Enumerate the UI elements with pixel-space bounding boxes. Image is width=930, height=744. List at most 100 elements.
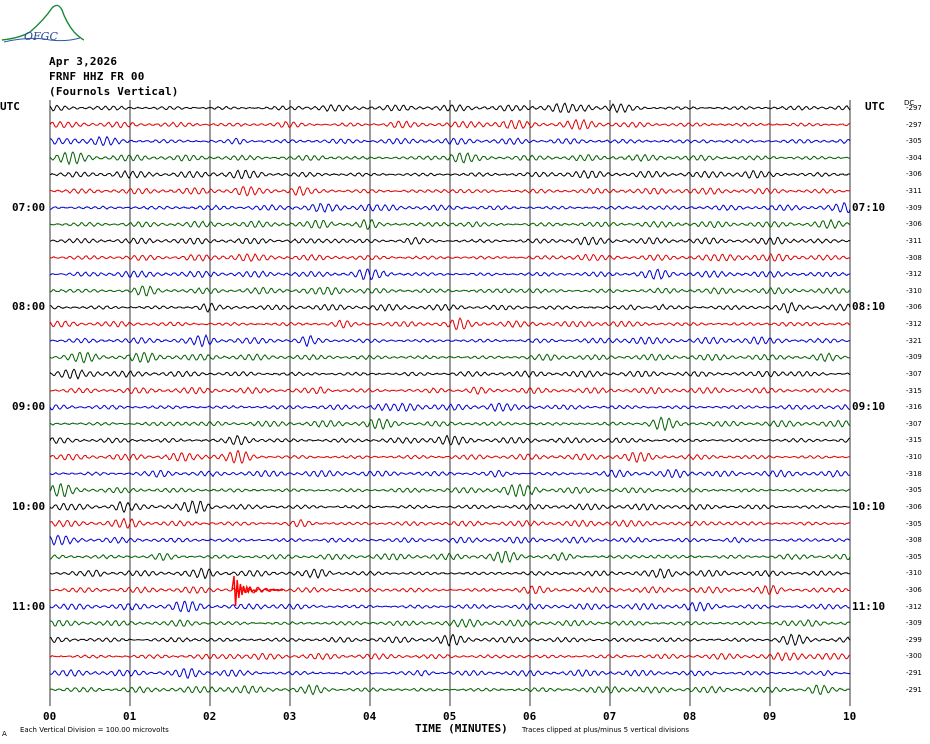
left-time-label: 07:00 [12, 200, 46, 214]
dc-offset-label: -306 [906, 220, 922, 229]
record-date: Apr 3,2026 [49, 55, 118, 68]
right-time-label: 11:10 [852, 599, 886, 613]
svg-text:OFGC: OFGC [24, 30, 58, 43]
dc-offset-label: -307 [906, 369, 922, 378]
dc-offset-label: -318 [906, 469, 922, 478]
x-tick-label: 08 [683, 710, 697, 723]
trace-24 [49, 482, 851, 498]
trace-8 [49, 218, 851, 231]
dc-offset-label: -311 [906, 187, 922, 196]
trace-11 [49, 268, 851, 280]
trace-23 [49, 468, 851, 479]
dc-offset-label: -310 [906, 286, 922, 295]
dc-offset-label: -305 [906, 519, 922, 528]
trace-22 [49, 449, 851, 465]
dc-offset-label: -309 [906, 619, 922, 628]
dc-offset-label: -310 [906, 569, 922, 578]
dc-offset-label: -307 [906, 419, 922, 428]
trace-14 [49, 317, 851, 331]
ofgc-logo: OFGC [1, 4, 84, 43]
trace-20 [49, 416, 851, 432]
trace-35 [49, 667, 851, 680]
trace-25 [49, 500, 851, 514]
trace-18 [49, 386, 851, 395]
dc-offset-label: -306 [906, 502, 922, 511]
dc-offset-label: -309 [906, 203, 922, 212]
dc-offset-label: -312 [906, 602, 922, 611]
trace-1 [49, 102, 851, 114]
dc-offset-label: -312 [906, 320, 922, 329]
dc-offset-label: -321 [906, 336, 922, 345]
trace-28 [49, 550, 851, 564]
utc-label-right: UTC [865, 100, 885, 113]
dc-offset-label: -297 [906, 104, 922, 112]
x-tick-label: 02 [203, 710, 217, 723]
x-tick-label: 10 [843, 710, 857, 723]
trace-29 [49, 567, 851, 580]
dc-offset-label: -305 [906, 552, 922, 561]
trace-27 [49, 534, 851, 546]
right-time-label: 09:10 [852, 400, 886, 414]
trace-36 [49, 684, 851, 696]
dc-offset-label: -300 [906, 652, 922, 661]
trace-26 [49, 517, 851, 529]
trace-21 [49, 434, 851, 446]
dc-offset-label: -291 [906, 669, 922, 678]
trace-32 [49, 618, 851, 629]
trace-16 [49, 351, 851, 364]
trace-15 [49, 334, 851, 348]
dc-label: DC [904, 99, 915, 107]
trace-12 [49, 285, 851, 297]
corner-mark: A [2, 730, 7, 738]
dc-offset-label: -308 [906, 536, 922, 545]
trace-17 [49, 368, 851, 380]
dc-offset-label: -312 [906, 270, 922, 279]
x-tick-label: 06 [523, 710, 537, 723]
x-tick-label: 04 [363, 710, 377, 723]
trace-34 [49, 652, 851, 662]
dc-offset-label: -309 [906, 353, 922, 362]
trace-31 [49, 600, 851, 613]
dc-offset-label: -315 [906, 386, 922, 395]
dc-offset-label: -315 [906, 436, 922, 445]
dc-offset-label: -316 [906, 403, 922, 412]
trace-13 [49, 301, 851, 314]
x-tick-label: 03 [283, 710, 297, 723]
dc-offset-label: -306 [906, 585, 922, 594]
station-location: (Fournols Vertical) [49, 85, 179, 98]
trace-3 [49, 135, 851, 147]
left-time-label: 09:00 [12, 400, 46, 414]
dc-offset-label: -305 [906, 486, 922, 495]
seismic-event [231, 575, 284, 607]
trace-6 [49, 185, 851, 197]
dc-offset-label: -291 [906, 685, 922, 694]
dc-offset-label: -311 [906, 236, 922, 245]
x-tick-label: 05 [443, 710, 457, 723]
scale-note: Each Vertical Division = 100.00 microvol… [20, 726, 169, 734]
trace-19 [49, 402, 851, 413]
station-code: FRNF HHZ FR 00 [49, 70, 145, 83]
left-time-label: 11:00 [12, 599, 46, 613]
trace-2 [49, 118, 851, 131]
trace-10 [49, 253, 851, 262]
right-time-label: 08:10 [852, 300, 886, 314]
left-time-label: 08:00 [12, 300, 46, 314]
right-time-label: 10:10 [852, 499, 886, 513]
x-tick-label: 09 [763, 710, 777, 723]
utc-label-left: UTC [0, 100, 20, 113]
dc-offset-label: -310 [906, 453, 922, 462]
left-time-label: 10:00 [12, 499, 46, 513]
dc-offset-label: -306 [906, 303, 922, 312]
right-time-label: 07:10 [852, 200, 886, 214]
x-tick-label: 01 [123, 710, 137, 723]
trace-5 [49, 169, 851, 180]
clip-note: Traces clipped at plus/minus 5 vertical … [522, 726, 690, 734]
dc-offset-label: -308 [906, 253, 922, 262]
x-axis-label: TIME (MINUTES) [415, 722, 508, 735]
trace-4 [49, 151, 851, 166]
x-tick-label: 07 [603, 710, 617, 723]
dc-offset-label: -299 [906, 635, 922, 644]
dc-offset-label: -304 [906, 153, 922, 162]
trace-7 [49, 201, 851, 214]
